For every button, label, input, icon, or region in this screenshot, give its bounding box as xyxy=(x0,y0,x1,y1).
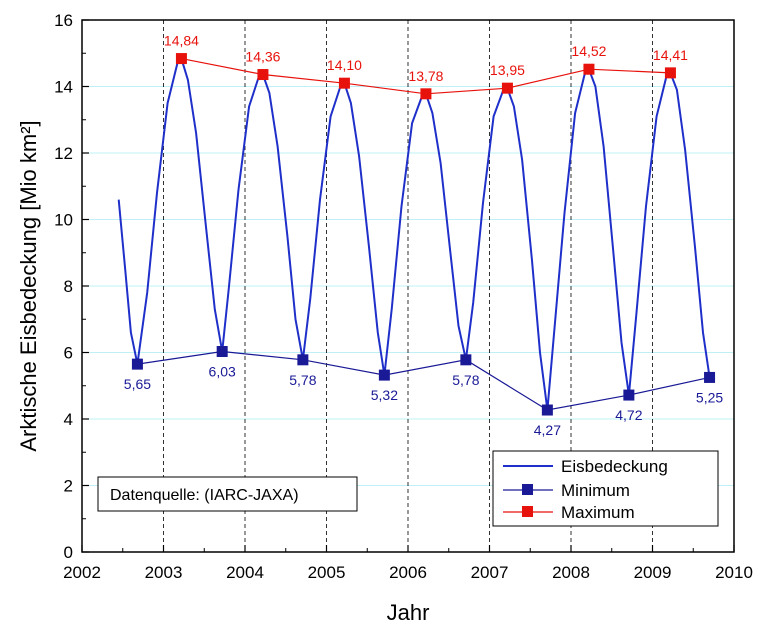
x-tick-label-2003: 2003 xyxy=(145,563,183,582)
maximum-marker-0 xyxy=(175,53,187,65)
legend-label-minimum: Minimum xyxy=(561,481,630,500)
minimum-value-label-5: 4,27 xyxy=(534,422,561,438)
source-note: Datenquelle: (IARC-JAXA) xyxy=(110,487,299,504)
x-tick-label-2006: 2006 xyxy=(389,563,427,582)
minimum-value-label-0: 5,65 xyxy=(124,376,151,392)
minimum-value-label-1: 6,03 xyxy=(209,364,236,380)
maximum-value-label-0: 14,84 xyxy=(164,33,199,49)
x-tick-label-2002: 2002 xyxy=(63,563,101,582)
series-line-minimum xyxy=(137,350,710,411)
y-tick-label-16: 16 xyxy=(54,11,73,30)
series-markers xyxy=(131,53,716,416)
minimum-value-label-3: 5,32 xyxy=(371,387,398,403)
minimum-value-label-7: 5,25 xyxy=(696,389,723,405)
y-tick-label-8: 8 xyxy=(64,277,73,296)
legend-swatch-minimum-marker xyxy=(522,484,533,495)
x-tick-label-2010: 2010 xyxy=(715,563,753,582)
minimum-marker-3 xyxy=(378,369,390,381)
maximum-marker-2 xyxy=(338,77,350,89)
x-tick-labels: 2002 2003 2004 2005 2006 2007 2008 2009 2010 xyxy=(63,563,753,582)
minimum-value-label-2: 5,78 xyxy=(289,372,316,388)
minimum-marker-5 xyxy=(541,404,553,416)
series-line-eisbedeckung xyxy=(117,57,711,411)
source-box-frame xyxy=(97,476,358,512)
y-tick-label-14: 14 xyxy=(54,78,73,97)
maximum-marker-4 xyxy=(501,82,513,94)
maximum-value-label-5: 14,52 xyxy=(571,43,606,59)
maximum-value-label-1: 14,36 xyxy=(245,49,280,65)
minimum-marker-6 xyxy=(623,389,635,401)
maximum-marker-1 xyxy=(257,69,269,81)
x-tick-label-2009: 2009 xyxy=(634,563,672,582)
maximum-marker-6 xyxy=(664,67,676,79)
maximum-value-label-6: 14,41 xyxy=(653,47,688,63)
minimum-value-label-4: 5,78 xyxy=(452,372,479,388)
x-tick-label-2008: 2008 xyxy=(552,563,590,582)
x-tick-label-2007: 2007 xyxy=(471,563,509,582)
x-tick-label-2005: 2005 xyxy=(308,563,346,582)
y-tick-label-4: 4 xyxy=(64,410,73,429)
y-tick-label-2: 2 xyxy=(64,477,73,496)
y-tick-label-10: 10 xyxy=(54,211,73,230)
maximum-value-label-4: 13,95 xyxy=(490,62,525,78)
minimum-marker-7 xyxy=(704,371,716,383)
x-tick-label-2004: 2004 xyxy=(226,563,264,582)
minimum-marker-2 xyxy=(297,354,309,366)
y-axis-title: Arktische Eisbedeckung [Mio km²] xyxy=(16,120,41,451)
legend-label-maximum: Maximum xyxy=(561,503,635,522)
axis-ticks xyxy=(81,19,735,553)
value-labels: 5,65 6,03 5,78 5,32 5,78 4,27 4,72 5,25 14,84 14,… xyxy=(124,33,724,438)
y-tick-label-6: 6 xyxy=(64,344,73,363)
maximum-value-label-3: 13,78 xyxy=(408,68,443,84)
maximum-value-label-2: 14,10 xyxy=(327,57,362,73)
maximum-marker-5 xyxy=(583,63,595,75)
y-tick-label-12: 12 xyxy=(54,144,73,163)
legend: Eisbedeckung Minimum Maximum xyxy=(492,450,719,527)
minimum-marker-0 xyxy=(131,358,143,370)
legend-label-eisbedeckung: Eisbedeckung xyxy=(561,457,668,476)
minimum-marker-4 xyxy=(460,354,472,366)
minimum-marker-1 xyxy=(216,346,228,358)
maximum-marker-3 xyxy=(420,88,432,100)
y-tick-label-0: 0 xyxy=(64,543,73,562)
source-box: Datenquelle: (IARC-JAXA) xyxy=(97,476,358,512)
minimum-value-label-6: 4,72 xyxy=(615,407,642,423)
x-axis-title: Jahr xyxy=(387,600,430,625)
legend-swatch-maximum-marker xyxy=(522,506,533,517)
y-tick-labels: 0 2 4 6 8 10 12 14 16 xyxy=(54,11,73,562)
